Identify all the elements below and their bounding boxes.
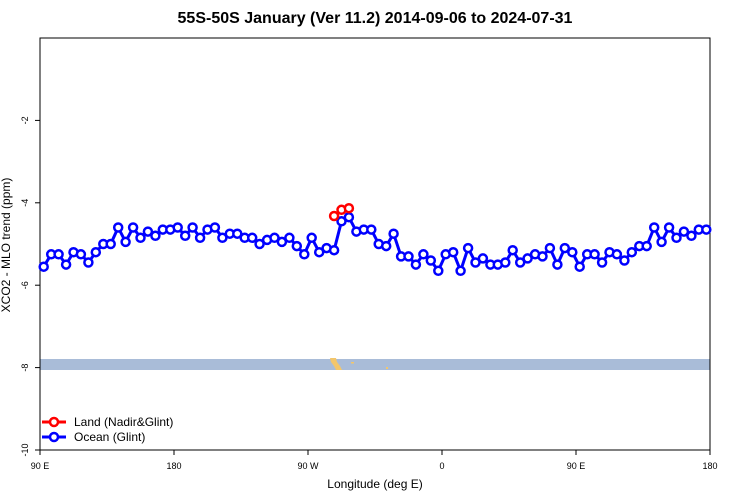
- ocean-data-point: [291, 240, 303, 252]
- ocean-data-point: [619, 255, 630, 266]
- ocean-data-point: [671, 232, 682, 244]
- ocean-data-point: [678, 226, 690, 237]
- x-tick-label: 90 E: [567, 461, 586, 471]
- ocean-data-point: [641, 240, 652, 252]
- ocean-data-point: [626, 246, 638, 258]
- ocean-data-point: [507, 244, 518, 256]
- ocean-data-point: [60, 259, 72, 270]
- ocean-data-point: [232, 228, 243, 239]
- ocean-data-point: [276, 236, 288, 248]
- ocean-data-point: [544, 242, 556, 254]
- ocean-data-point: [112, 222, 124, 233]
- x-tick-label: 90 W: [297, 461, 319, 471]
- ocean-data-point: [209, 222, 221, 233]
- x-tick-label: 90 E: [31, 461, 50, 471]
- ocean-data-point: [187, 222, 198, 233]
- ocean-data-point: [217, 232, 228, 244]
- south-georgia: [386, 367, 388, 369]
- ocean-data-point: [648, 222, 660, 233]
- ocean-data-point: [477, 253, 489, 264]
- land-data-point: [343, 202, 355, 214]
- ocean-data-point: [269, 232, 280, 244]
- chart-title: 55S-50S January (Ver 11.2) 2014-09-06 to…: [177, 10, 573, 27]
- ocean-data-point: [90, 246, 102, 258]
- ocean-data-point: [589, 249, 600, 260]
- ocean-data-point: [514, 257, 526, 268]
- ocean-data-point: [306, 232, 317, 244]
- x-tick-label: 0: [439, 461, 444, 471]
- ocean-data-point: [336, 216, 347, 227]
- ocean-data-point: [403, 251, 414, 262]
- ocean-data-point: [343, 211, 355, 223]
- x-tick-label: 180: [166, 461, 181, 471]
- ocean-data-point: [328, 244, 340, 256]
- ocean-data-point: [522, 253, 533, 264]
- y-axis: -10 -8 -6 -4 -2: [20, 116, 40, 457]
- ocean-data-point: [559, 242, 571, 254]
- ocean-data-point: [53, 249, 64, 260]
- ocean-data-point: [455, 265, 466, 277]
- ocean-data-point: [537, 251, 548, 262]
- ocean-data-point: [686, 230, 697, 242]
- legend-land-label: Land (Nadir&Glint): [74, 415, 173, 429]
- ocean-data-point: [150, 230, 161, 242]
- ocean-data-point: [83, 257, 94, 268]
- ocean-band: [40, 359, 710, 370]
- ocean-data-point: [142, 226, 154, 237]
- ocean-data-point: [172, 222, 183, 233]
- plot-frame: [39, 37, 711, 451]
- ocean-data-point: [127, 222, 139, 233]
- ocean-data-point: [75, 249, 87, 260]
- ocean-data-point: [611, 249, 623, 260]
- x-axis-title: Longitude (deg E): [327, 477, 422, 491]
- ocean-data-point: [462, 242, 474, 254]
- legend: Land (Nadir&Glint) Ocean (Glint): [42, 415, 173, 444]
- ocean-data-point: [447, 246, 459, 258]
- ocean-data-point: [179, 230, 191, 242]
- ocean-data-point: [567, 246, 578, 258]
- ocean-data-point: [105, 238, 116, 250]
- y-tick-label: -2: [20, 116, 30, 124]
- legend-ocean-label: Ocean (Glint): [74, 430, 145, 444]
- land-data-point: [328, 210, 340, 222]
- ocean-data-point: [701, 224, 712, 235]
- y-tick-label: -8: [20, 364, 30, 372]
- ocean-data-point: [574, 261, 585, 272]
- ocean-data-point: [120, 236, 131, 248]
- ocean-data-point: [135, 232, 146, 244]
- y-tick-label: -6: [20, 281, 30, 289]
- falkland-islands: [351, 362, 354, 364]
- ocean-data-point: [425, 255, 437, 266]
- ocean-data-point: [418, 249, 429, 260]
- ocean-data-point: [388, 228, 399, 239]
- series-layer: [38, 202, 712, 277]
- x-tick-label: 180: [702, 461, 717, 471]
- ocean-data-point: [552, 259, 563, 270]
- y-axis-title: XCO2 - MLO trend (ppm): [0, 178, 13, 313]
- ocean-data-point: [470, 257, 481, 268]
- south-america-tip: [330, 358, 342, 370]
- ocean-data-point: [246, 232, 258, 244]
- ocean-data-point: [38, 261, 49, 272]
- legend-land-marker: [48, 416, 60, 428]
- ocean-data-point: [500, 257, 511, 268]
- legend-ocean-marker: [48, 431, 60, 443]
- ocean-data-point: [663, 222, 675, 233]
- ocean-data-point: [366, 224, 377, 235]
- ocean-data-point: [380, 240, 392, 252]
- ocean-data-point: [254, 238, 265, 250]
- ocean-data-point: [656, 236, 667, 248]
- map-strip: [40, 358, 710, 370]
- ocean-data-point: [284, 232, 295, 244]
- ocean-data-point: [433, 265, 444, 277]
- ocean-data-point: [313, 246, 325, 258]
- y-tick-label: -10: [20, 443, 30, 456]
- y-tick-label: -4: [20, 199, 30, 207]
- ocean-data-point: [194, 232, 206, 244]
- x-axis: 90 E 180 90 W 0 90 E 180: [31, 450, 718, 471]
- ocean-data-point: [410, 259, 422, 270]
- ocean-data-point: [596, 257, 608, 268]
- ocean-data-point: [299, 249, 310, 260]
